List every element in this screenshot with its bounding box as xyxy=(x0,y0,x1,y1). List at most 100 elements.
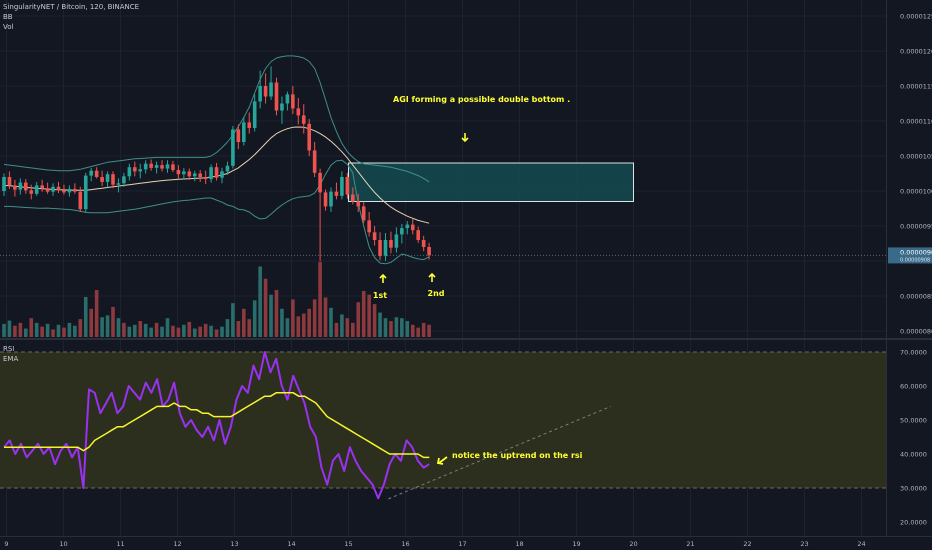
volume-bar xyxy=(247,319,252,337)
volume-bar xyxy=(367,294,371,337)
volume-bar xyxy=(89,308,93,337)
time-tick-label: 13 xyxy=(230,540,238,548)
volume-bar xyxy=(73,325,77,337)
double-bottom-annotation: AGI forming a possible double bottom . xyxy=(393,95,570,104)
candle-body xyxy=(78,191,83,210)
candle-body xyxy=(340,177,344,196)
volume-bar xyxy=(18,322,23,337)
volume-bar xyxy=(258,266,262,337)
price-tick-label: 0.00001050 xyxy=(900,153,932,161)
volume-bar xyxy=(154,322,159,337)
chart-title: SingularityNET / Bitcoin, 120, BINANCE xyxy=(3,3,140,11)
candle-body xyxy=(176,170,181,175)
rsi-label[interactable]: RSI xyxy=(3,345,15,353)
volume-bar xyxy=(209,325,213,337)
volume-bar xyxy=(372,304,377,337)
time-tick-label: 14 xyxy=(287,540,295,548)
rsi-ema-line xyxy=(4,392,430,459)
candle-body xyxy=(296,108,301,116)
bb-upper-band xyxy=(3,55,430,183)
volume-bar xyxy=(105,315,110,337)
volume-bar xyxy=(127,326,132,337)
candle-body xyxy=(18,182,23,190)
candle-body xyxy=(280,103,284,111)
candle-body xyxy=(2,177,6,191)
time-tick-label: 19 xyxy=(572,540,580,548)
rsi-line xyxy=(3,351,430,500)
time-tick-label: 20 xyxy=(629,540,637,548)
volume-bar xyxy=(312,299,317,337)
rsi-trendline xyxy=(388,405,611,500)
second-bottom-label: 2nd xyxy=(428,289,445,298)
time-tick-label: 12 xyxy=(173,540,181,548)
volume-bar xyxy=(383,318,388,337)
candle-body xyxy=(122,176,126,184)
candle-body xyxy=(372,232,377,240)
volume-bar xyxy=(351,322,355,337)
candle-body xyxy=(389,240,393,248)
volume-bar xyxy=(83,297,88,337)
candle-body xyxy=(143,163,148,170)
candle-body xyxy=(351,194,355,202)
volume-bar xyxy=(100,317,104,337)
volume-bar xyxy=(94,290,99,337)
volume-bar xyxy=(378,312,382,337)
candle-body xyxy=(100,177,104,182)
volume-bar xyxy=(291,299,295,337)
volume-bar xyxy=(416,327,420,337)
candle-body xyxy=(236,129,241,142)
candle-body xyxy=(67,188,72,193)
candle-body xyxy=(421,240,426,247)
candle-body xyxy=(416,230,420,240)
volume-bar xyxy=(192,328,197,337)
volume-bar xyxy=(171,325,175,337)
volume-bar xyxy=(269,294,273,337)
volume-bar xyxy=(307,308,311,337)
volume-bar xyxy=(329,307,333,337)
first-bottom-label: 1st xyxy=(373,291,387,300)
candle-body xyxy=(247,122,252,128)
price-tick-label: 0.00000850 xyxy=(900,293,932,301)
time-tick-label: 24 xyxy=(857,540,865,548)
candle-body xyxy=(182,171,186,175)
bollinger-bands-label[interactable]: BB xyxy=(3,13,13,21)
candle-body xyxy=(383,240,388,257)
volume-bar xyxy=(242,308,246,337)
time-tick-label: 11 xyxy=(116,540,124,548)
volume-bar xyxy=(231,303,235,337)
candle-body xyxy=(154,165,159,168)
last-price-value: 0.00000908 xyxy=(900,248,932,256)
rsi-tick-label: 70.0000 xyxy=(900,349,927,357)
rsi-ema-label[interactable]: EMA xyxy=(3,355,19,363)
volume-bar xyxy=(427,324,431,337)
volume-bar xyxy=(133,324,137,337)
volume-bar xyxy=(225,319,230,337)
candle-body xyxy=(269,82,273,97)
volume-bar xyxy=(394,317,399,337)
volume-bar xyxy=(2,323,6,337)
volume-bar xyxy=(345,318,350,337)
volume-bar xyxy=(198,326,202,337)
price-tick-label: 0.00001000 xyxy=(900,188,932,196)
candle-body xyxy=(29,190,34,194)
resistance-zone-box xyxy=(348,162,634,202)
price-tick-label: 0.00001150 xyxy=(900,83,932,91)
rsi-tick-label: 30.0000 xyxy=(900,485,927,493)
candle-body xyxy=(83,175,88,210)
volume-bar xyxy=(40,326,44,337)
rsi-tick-label: 40.0000 xyxy=(900,451,927,459)
candle-body xyxy=(291,94,295,109)
candle-body xyxy=(165,164,170,169)
down-arrow-icon xyxy=(461,137,469,143)
candle-body xyxy=(149,163,153,168)
candle-body xyxy=(127,167,132,177)
candle-body xyxy=(51,186,55,192)
second-bottom-arrow-icon xyxy=(428,272,436,278)
price-tick-label: 0.00000950 xyxy=(900,223,932,231)
candle-body xyxy=(34,185,39,194)
volume-bar xyxy=(274,290,279,337)
volume-bar xyxy=(301,313,306,337)
candle-body xyxy=(45,188,50,192)
candle-body xyxy=(356,201,361,207)
volume-label[interactable]: Vol xyxy=(3,23,14,31)
